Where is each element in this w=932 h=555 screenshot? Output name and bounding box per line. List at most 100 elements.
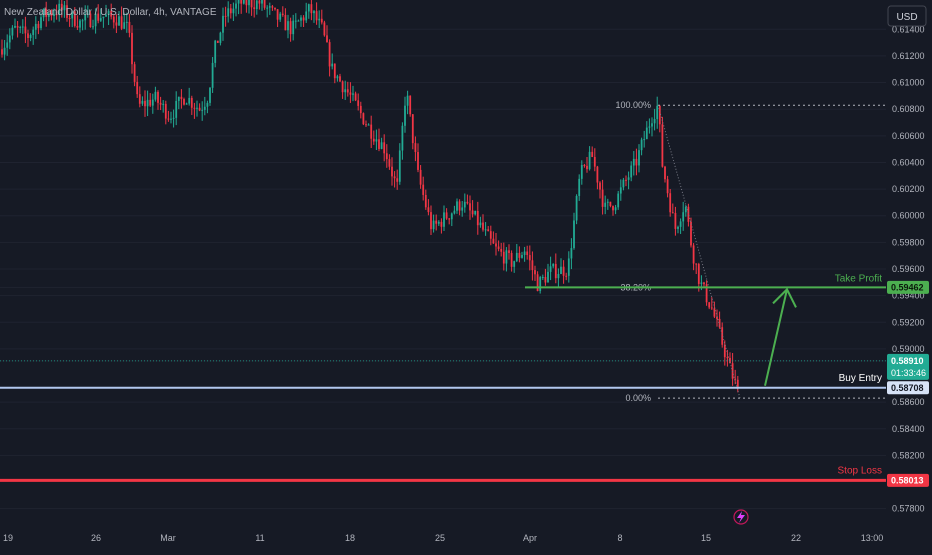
grid [0, 28, 886, 510]
x-tick-label: Mar [160, 533, 176, 543]
candle [612, 205, 614, 216]
candle [214, 39, 217, 68]
candle [359, 101, 362, 119]
y-tick-label: 0.59600 [892, 264, 925, 274]
candle [14, 18, 16, 29]
candle [196, 100, 198, 117]
buy-entry-price-tag: 0.58708 [887, 381, 929, 395]
candle [609, 201, 612, 208]
candle [729, 352, 731, 364]
candle [71, 10, 74, 28]
candle [505, 247, 508, 272]
candle [383, 134, 386, 162]
candle [721, 322, 724, 348]
candle [684, 205, 687, 217]
candle [157, 90, 159, 110]
candle [94, 8, 97, 34]
candle [53, 8, 55, 23]
candle [19, 25, 22, 34]
candle [393, 171, 396, 188]
candle [604, 195, 607, 215]
candle [76, 15, 79, 30]
candle [261, 0, 263, 11]
candle [666, 175, 669, 198]
lightning-icon[interactable] [733, 509, 749, 525]
candle [562, 260, 565, 284]
candle [313, 9, 315, 23]
candle [177, 96, 180, 110]
candle [255, 0, 258, 15]
candle [183, 97, 185, 106]
y-tick-label: 0.59400 [892, 291, 925, 301]
candle [89, 10, 92, 28]
time-axis[interactable]: 19 26 Mar 11 18 25 Apr 8 15 22 13:00 [3, 533, 883, 543]
candle [263, 0, 266, 10]
current-price-tag: 0.58910 01:33:46 [887, 353, 929, 380]
candle [528, 245, 531, 271]
candle [11, 25, 14, 40]
candle [216, 40, 219, 43]
candle [726, 349, 729, 367]
candle [617, 190, 620, 210]
candle [40, 12, 42, 31]
candle [92, 19, 94, 30]
x-tick-label: 11 [255, 533, 264, 543]
candle [201, 101, 204, 121]
candle [276, 9, 279, 28]
projection-arrowhead [772, 287, 797, 308]
candle [185, 102, 188, 105]
candle [424, 189, 427, 210]
candle [406, 90, 409, 115]
candle [346, 81, 349, 97]
candle [692, 243, 695, 271]
candle [27, 29, 29, 47]
candle [458, 199, 461, 216]
candle [60, 0, 63, 18]
candle [320, 9, 323, 25]
candle [32, 26, 35, 45]
candle [430, 205, 432, 236]
currency-button[interactable]: USD [887, 5, 927, 27]
candle [601, 179, 604, 215]
candle [248, 0, 250, 14]
candle [734, 369, 737, 385]
candle [630, 161, 633, 182]
candle [570, 238, 573, 270]
candle [58, 0, 61, 22]
y-tick-label: 0.60400 [892, 157, 925, 167]
x-tick-label: 13:00 [861, 533, 884, 543]
candle [508, 244, 510, 260]
candle [565, 272, 568, 281]
candle [471, 200, 474, 218]
candle [258, 0, 261, 10]
candle [34, 16, 37, 40]
candle [84, 5, 87, 30]
candle [274, 7, 276, 11]
candle [118, 10, 120, 26]
candle [443, 205, 445, 231]
candle [73, 7, 76, 28]
candle [557, 268, 560, 288]
price-axis[interactable]: 0.57800 0.58200 0.58400 0.58600 0.59000 0.592… [887, 24, 929, 514]
candle [1, 39, 3, 58]
y-tick-label: 0.60800 [892, 104, 925, 114]
svg-text:0.58708: 0.58708 [891, 383, 924, 393]
candle [209, 86, 211, 106]
candle [154, 86, 157, 102]
candle [294, 13, 297, 29]
candle [396, 169, 399, 190]
candle [331, 53, 334, 70]
candle [284, 8, 287, 31]
candle [541, 274, 544, 280]
candle [549, 256, 552, 281]
candle [586, 156, 588, 173]
candle [235, 0, 237, 17]
x-tick-label: 26 [91, 533, 101, 543]
candle [448, 217, 451, 225]
y-tick-label: 0.59800 [892, 237, 925, 247]
candle [107, 8, 110, 25]
candle [599, 181, 601, 199]
candle [336, 74, 339, 82]
